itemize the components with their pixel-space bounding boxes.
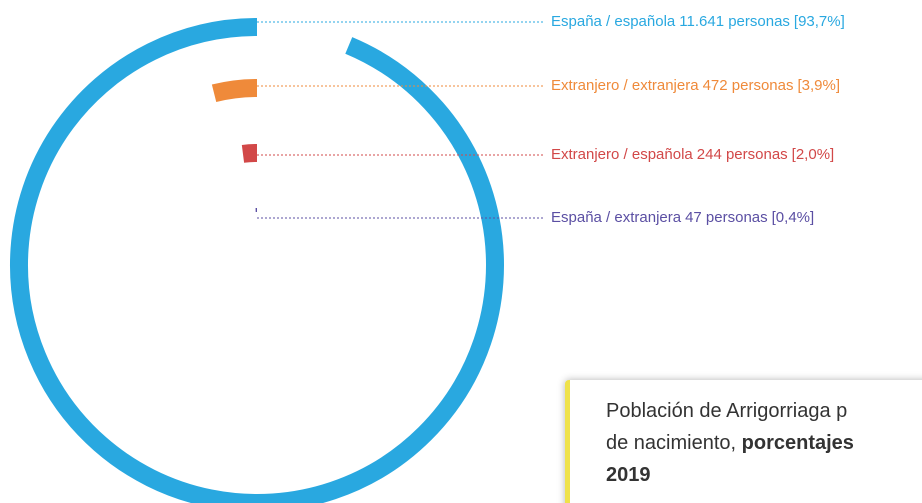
series-label: España / extranjera 47 personas [0,4%] [551, 209, 814, 226]
title-line: de nacimiento, porcentajes [606, 432, 854, 455]
value-label: [93,7%] [794, 13, 845, 30]
title-part: Población de Arrigorriaga p [606, 400, 848, 422]
title-box: Población de Arrigorriaga p de nacimiento… [565, 380, 922, 503]
title-part: de nacimiento, [606, 432, 742, 454]
count-label: 47 personas [685, 209, 768, 226]
value-label: [0,4%] [772, 209, 815, 226]
count-label: 244 personas [697, 146, 788, 163]
series-label: Extranjero / española 244 personas [2,0%] [551, 146, 834, 163]
category-label: Extranjero / extranjera [551, 77, 699, 94]
series-label: España / española 11.641 personas [93,7%] [551, 13, 845, 30]
count-label: 472 personas [703, 77, 794, 94]
arc-bar [211, 79, 258, 103]
title-part: 2019 [606, 464, 651, 486]
series-label: Extranjero / extranjera 472 personas [3,9%… [551, 77, 840, 94]
title-line: Población de Arrigorriaga p [606, 400, 847, 423]
arc-bar [10, 18, 504, 503]
value-label: [2,0%] [792, 146, 835, 163]
value-label: [3,9%] [797, 77, 840, 94]
count-label: 11.641 personas [679, 13, 790, 30]
category-label: Extranjero / española [551, 146, 693, 163]
title-line: 2019 [606, 464, 651, 487]
arc-bar [241, 144, 258, 163]
title-part: porcentajes [741, 432, 854, 454]
category-label: España / extranjera [551, 209, 682, 226]
category-label: España / española [551, 13, 676, 30]
